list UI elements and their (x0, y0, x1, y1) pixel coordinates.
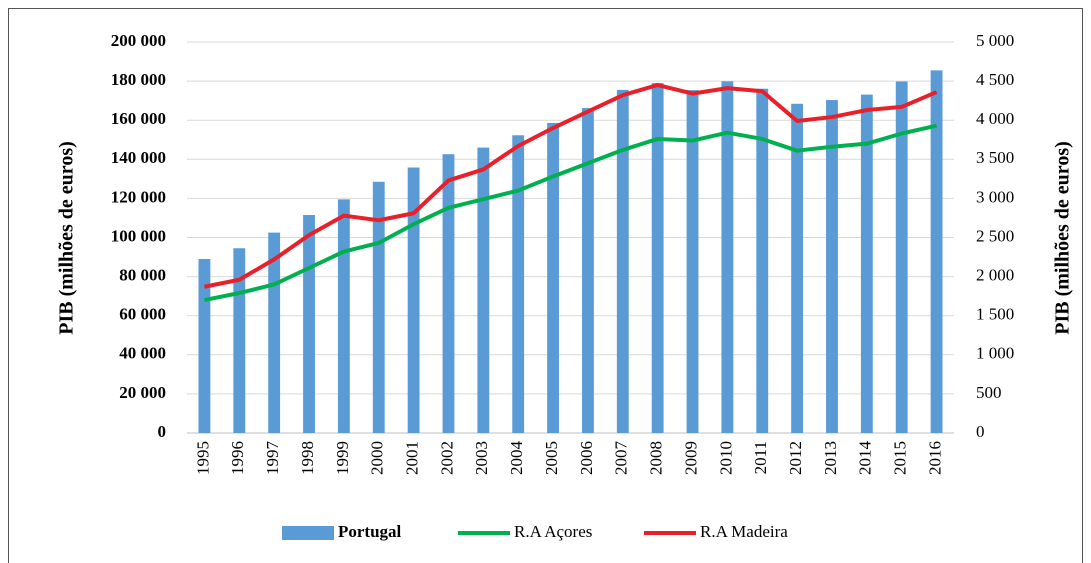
y2-tick-label: 4 000 (976, 109, 1014, 128)
bar (895, 81, 908, 433)
y-tick-label: 120 000 (111, 187, 166, 206)
bar (860, 94, 873, 433)
legend-swatch (282, 526, 334, 540)
bar (477, 147, 490, 433)
y-axis-title: PIB (milhões de euros) (56, 141, 78, 335)
bar (372, 181, 385, 433)
bar (930, 70, 943, 433)
y-tick-label: 100 000 (111, 226, 166, 245)
x-tick-label: 2009 (681, 441, 700, 475)
legend-label: Portugal (338, 522, 402, 541)
y2-tick-label: 3 500 (976, 148, 1014, 167)
x-tick-label: 2015 (891, 441, 910, 475)
x-tick-label: 2002 (437, 441, 456, 475)
y2-tick-label: 4 500 (976, 70, 1014, 89)
y2-tick-label: 1 000 (976, 344, 1014, 363)
y2-tick-label: 5 000 (976, 31, 1014, 50)
x-tick-label: 2004 (507, 441, 526, 476)
frame (8, 8, 1083, 563)
legend-label: R.A Madeira (700, 522, 788, 541)
bar (826, 100, 838, 433)
y-tick-label: 80 000 (119, 266, 166, 285)
y2-axis-title: PIB (milhões de euros) (1052, 141, 1074, 335)
bar (303, 215, 315, 433)
bar (791, 103, 804, 433)
y2-tick-label: 2 000 (976, 266, 1014, 285)
bar (721, 81, 734, 433)
y-tick-label: 160 000 (111, 109, 166, 128)
legend-label: R.A Açores (514, 522, 592, 541)
bar (442, 154, 455, 434)
x-tick-label: 2007 (612, 441, 631, 476)
y-tick-label: 60 000 (119, 305, 166, 324)
y2-tick-label: 500 (976, 383, 1002, 402)
x-tick-label: 2010 (716, 441, 735, 475)
y-tick-label: 140 000 (111, 148, 166, 167)
bar (547, 122, 559, 433)
line (204, 123, 938, 303)
bar (233, 248, 246, 433)
x-tick-label: 1997 (263, 441, 282, 476)
y2-tick-label: 3 000 (976, 187, 1014, 206)
y-tick-label: 0 (158, 422, 167, 441)
y2-tick-label: 2 500 (976, 226, 1014, 245)
y-tick-label: 20 000 (119, 383, 166, 402)
bar (198, 259, 211, 433)
bar (407, 167, 420, 434)
x-tick-label: 1996 (228, 441, 247, 475)
x-tick-label: 2006 (577, 441, 596, 475)
x-tick-label: 2013 (821, 441, 840, 475)
y2-tick-label: 1 500 (976, 305, 1014, 324)
x-tick-label: 2001 (403, 441, 422, 475)
bar (582, 108, 594, 433)
bar (337, 199, 350, 433)
y-tick-label: 180 000 (111, 70, 166, 89)
x-tick-label: 2011 (751, 441, 770, 474)
bar (686, 90, 699, 433)
x-tick-label: 1998 (298, 441, 317, 475)
x-tick-label: 2016 (925, 441, 944, 475)
y-tick-label: 200 000 (111, 31, 166, 50)
bar (268, 232, 281, 433)
x-tick-label: 2008 (647, 441, 666, 475)
bar (616, 89, 629, 434)
x-tick-label: 1995 (193, 441, 212, 475)
y2-tick-label: 0 (976, 422, 985, 441)
line (204, 83, 938, 289)
bar (512, 135, 525, 434)
x-tick-label: 2005 (542, 441, 561, 475)
y-tick-label: 40 000 (119, 344, 166, 363)
x-tick-label: 2012 (786, 441, 805, 475)
x-tick-label: 2003 (472, 441, 491, 475)
bar (756, 88, 769, 434)
bar (651, 83, 664, 434)
x-tick-label: 1999 (333, 441, 352, 475)
x-tick-label: 2014 (856, 441, 875, 476)
x-tick-label: 2000 (368, 441, 387, 475)
